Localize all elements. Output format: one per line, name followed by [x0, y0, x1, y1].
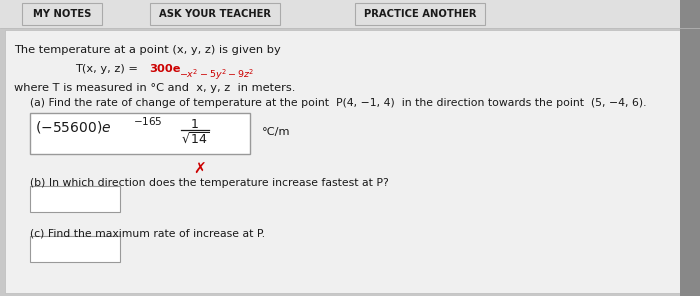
- Text: ASK YOUR TEACHER: ASK YOUR TEACHER: [159, 9, 271, 19]
- Text: MY NOTES: MY NOTES: [33, 9, 91, 19]
- Text: T(x, y, z) =: T(x, y, z) =: [75, 64, 141, 74]
- Text: The temperature at a point (x, y, z) is given by: The temperature at a point (x, y, z) is …: [14, 45, 281, 55]
- Bar: [0, 0, 700, 28]
- Text: where T is measured in °C and  x, y, z  in meters.: where T is measured in °C and x, y, z in…: [14, 83, 295, 93]
- Text: ✗: ✗: [194, 162, 206, 177]
- Text: °C/m: °C/m: [262, 126, 290, 136]
- Text: $-x^2 - 5y^2 - 9z^2$: $-x^2 - 5y^2 - 9z^2$: [179, 67, 254, 82]
- Text: $\sqrt{14}$: $\sqrt{14}$: [181, 132, 210, 147]
- FancyBboxPatch shape: [30, 113, 250, 154]
- Text: 1: 1: [191, 118, 199, 131]
- Text: $-165$: $-165$: [133, 115, 162, 127]
- Text: $(-55600)e$: $(-55600)e$: [35, 119, 111, 135]
- FancyBboxPatch shape: [30, 186, 120, 212]
- Text: (b) In which direction does the temperature increase fastest at P?: (b) In which direction does the temperat…: [30, 178, 389, 188]
- Text: (a) Find the rate of change of temperature at the point  P(4, −1, 4)  in the dir: (a) Find the rate of change of temperatu…: [30, 98, 647, 108]
- FancyBboxPatch shape: [30, 236, 120, 262]
- FancyBboxPatch shape: [5, 30, 693, 293]
- FancyBboxPatch shape: [355, 3, 485, 25]
- FancyBboxPatch shape: [22, 3, 102, 25]
- Text: PRACTICE ANOTHER: PRACTICE ANOTHER: [364, 9, 476, 19]
- Bar: [680, 0, 700, 296]
- Text: (c) Find the maximum rate of increase at P.: (c) Find the maximum rate of increase at…: [30, 228, 265, 238]
- Text: 300e: 300e: [149, 64, 181, 74]
- FancyBboxPatch shape: [150, 3, 280, 25]
